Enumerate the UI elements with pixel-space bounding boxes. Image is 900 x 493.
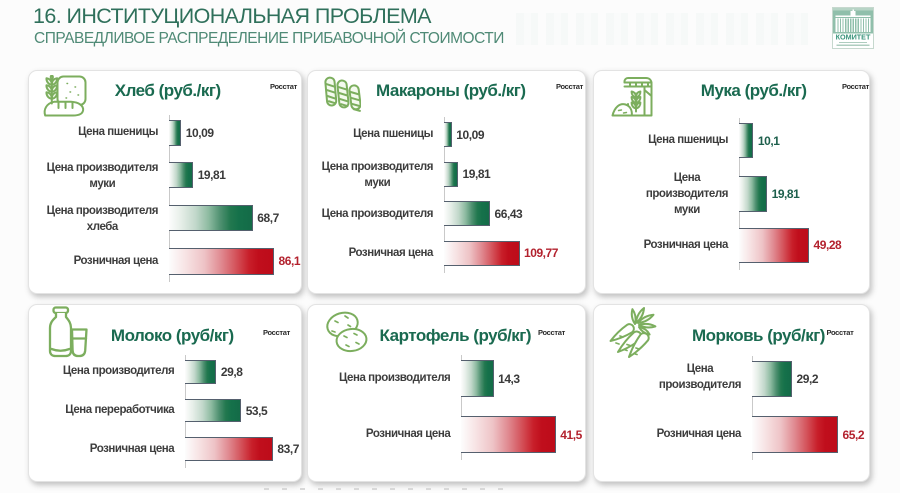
svg-text:КОМИТЕТ: КОМИТЕТ — [836, 33, 871, 42]
